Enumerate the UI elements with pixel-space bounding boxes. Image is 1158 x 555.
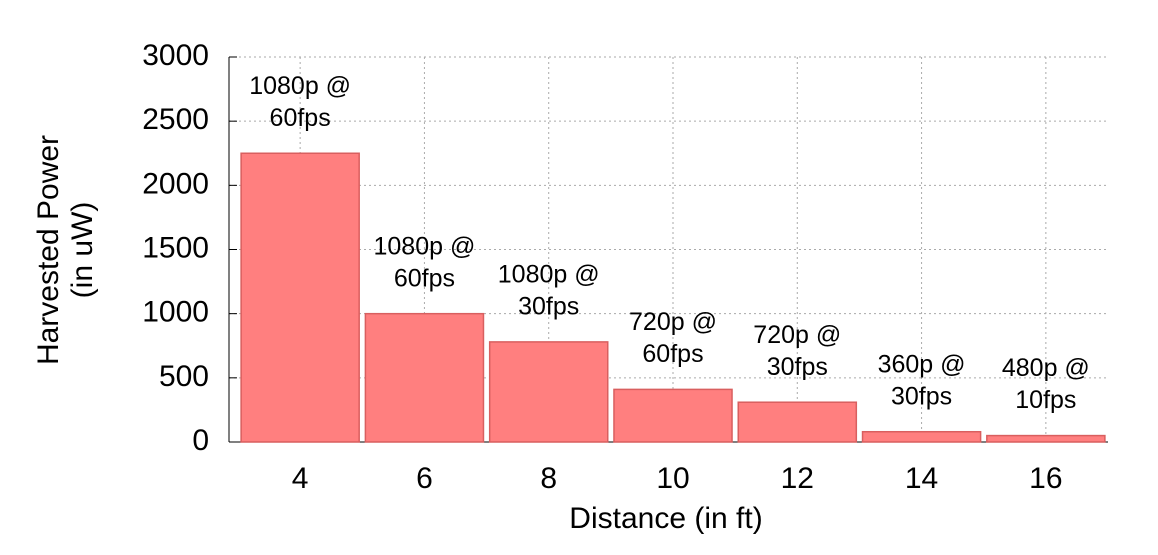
x-tick-label: 14 [905, 462, 938, 495]
x-tick-label: 12 [781, 462, 814, 495]
bar-annotation: 720p @ [753, 321, 841, 349]
y-tick-label: 1000 [142, 296, 209, 329]
x-tick-label: 6 [416, 462, 433, 495]
bar [613, 388, 733, 443]
bar-annotation: 1080p @ [249, 72, 351, 100]
bar-annotation: 30fps [767, 353, 828, 381]
y-tick-label: 2000 [142, 167, 209, 200]
bar-annotation: 10fps [1015, 386, 1076, 414]
bar-annotation: 1080p @ [374, 232, 476, 260]
y-axis-label: Harvested Power [32, 135, 65, 365]
x-tick-label: 4 [292, 462, 309, 495]
x-tick-label: 16 [1029, 462, 1062, 495]
bar-annotation: 60fps [394, 264, 455, 292]
bar-annotation: 720p @ [629, 308, 717, 336]
y-tick-label: 2500 [142, 103, 209, 136]
bar-annotation: 60fps [270, 104, 331, 132]
y-tick-label: 0 [192, 424, 209, 457]
y-tick-label: 500 [159, 360, 209, 393]
y-tick-label: 3000 [142, 39, 209, 72]
bar-annotation: 60fps [642, 340, 703, 368]
bar-annotation: 30fps [891, 382, 952, 410]
bar-annotation: 360p @ [878, 350, 966, 378]
bar-annotation: 30fps [518, 293, 579, 321]
y-tick-label: 1500 [142, 231, 209, 264]
bar [861, 430, 982, 443]
x-tick-label: 8 [540, 462, 557, 495]
bar [364, 312, 485, 443]
bar [986, 434, 1106, 443]
bar-annotation: 480p @ [1002, 354, 1090, 382]
x-tick-label: 10 [656, 462, 689, 495]
bar [737, 401, 858, 443]
bar [488, 341, 609, 443]
bar-annotation: 1080p @ [498, 261, 600, 289]
bar [240, 152, 360, 443]
x-axis-label: Distance (in ft) [569, 502, 762, 535]
y-axis-label: (in uW) [66, 202, 99, 299]
